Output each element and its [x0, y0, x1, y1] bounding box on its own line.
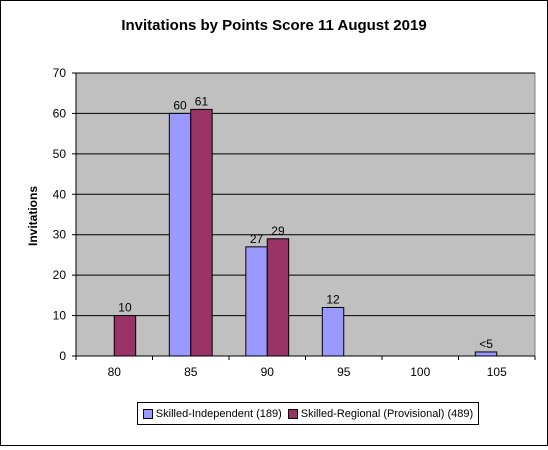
legend-entry-skilled-independent: Skilled-Independent (189): [142, 407, 282, 420]
bar-s0-85: [168, 112, 192, 357]
bar-s0-90: [245, 246, 268, 357]
data-label-s0-105: <5: [479, 337, 493, 351]
x-tick-label-85: 85: [184, 365, 198, 379]
data-label-s0-95: 12: [326, 292, 340, 306]
y-tick-label-40: 40: [53, 187, 67, 201]
y-tick-label-0: 0: [59, 349, 66, 363]
data-label-s1-90: 29: [271, 224, 285, 238]
legend-label-skilled-regional: Skilled-Regional (Provisional) (489): [300, 407, 474, 420]
legend-label-skilled-independent: Skilled-Independent (189): [155, 407, 282, 420]
y-tick-label-30: 30: [53, 228, 67, 242]
x-tick-label-90: 90: [261, 365, 275, 379]
chart-title: Invitations by Points Score 11 August 20…: [121, 17, 426, 34]
y-tick-label-20: 20: [53, 268, 67, 282]
x-tick-label-100: 100: [410, 365, 430, 379]
x-tick-label-80: 80: [108, 365, 122, 379]
data-label-s1-80: 10: [118, 301, 132, 315]
y-tick-label-50: 50: [53, 147, 67, 161]
legend-swatch-skilled-independent: [142, 408, 153, 419]
x-tick-label-95: 95: [337, 365, 351, 379]
data-label-s1-85: 61: [195, 94, 209, 108]
bar-s1-90: [266, 238, 290, 357]
bar-s1-85: [190, 108, 213, 357]
x-tick-label-105: 105: [487, 365, 507, 379]
y-tick-label-60: 60: [53, 106, 67, 120]
grid-lines: [76, 72, 535, 317]
bar-s0-95: [321, 306, 345, 357]
bar-s0-105: [474, 351, 498, 357]
y-axis-title: Invitations: [26, 186, 40, 246]
legend: Skilled-Independent (189) Skilled-Region…: [137, 402, 479, 425]
y-tick-label-10: 10: [53, 309, 67, 323]
legend-swatch-skilled-regional: [287, 408, 298, 419]
bar-labels: 10 60 61 27 29 12 <5: [118, 94, 493, 351]
legend-entry-skilled-regional: Skilled-Regional (Provisional) (489): [287, 407, 474, 420]
bar-s1-80: [113, 315, 137, 357]
y-tick-label-70: 70: [53, 66, 67, 80]
y-axis-ticks: 0 10 20 30 40 50 60 70: [53, 66, 77, 363]
data-label-s0-90: 27: [250, 232, 264, 246]
data-label-s0-85: 60: [173, 98, 187, 112]
x-axis-ticks: 80 85 90 95 100 105: [75, 356, 536, 379]
bars: [113, 108, 498, 357]
plot-area: [75, 72, 536, 357]
